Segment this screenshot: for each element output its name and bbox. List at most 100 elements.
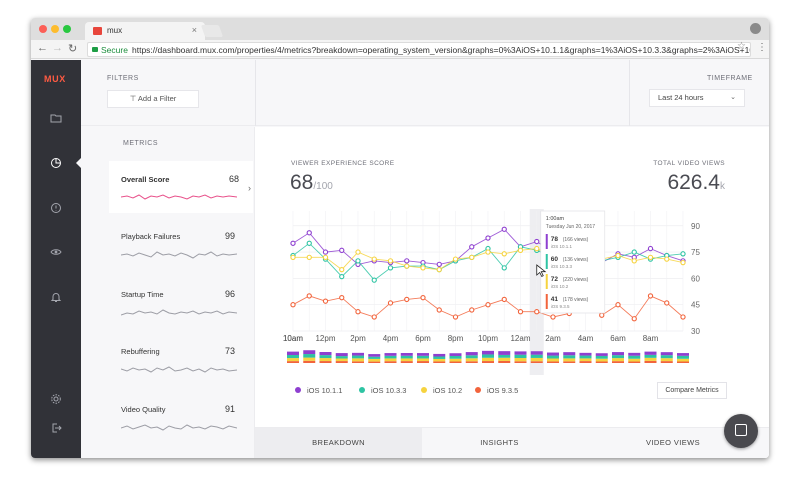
volume-bar-segment (498, 357, 511, 361)
tab-title: mux (107, 26, 123, 35)
data-point (485, 235, 491, 241)
data-point (404, 258, 410, 264)
sparkline (121, 251, 237, 259)
url-bar[interactable]: Secure https://dashboard.mux.com/propert… (87, 42, 751, 57)
chevron-down-icon: ⌄ (730, 94, 736, 101)
data-point (664, 256, 670, 262)
volume-bar-segment (644, 360, 657, 363)
back-icon[interactable]: ← (37, 42, 48, 54)
volume-bar-segment (433, 361, 446, 363)
data-point (306, 293, 312, 299)
x-tick-label: 10pm (478, 334, 498, 343)
volume-bar-segment (368, 354, 381, 357)
volume-bar-segment (368, 361, 381, 363)
bookmark-star-icon[interactable]: ☆ (737, 41, 746, 52)
metric-startup-time[interactable]: Startup Time 96 (109, 276, 249, 328)
new-tab-button[interactable] (200, 25, 224, 37)
legend-item[interactable]: iOS 10.3.3 (359, 386, 406, 395)
data-point (355, 309, 361, 315)
data-point (647, 293, 654, 299)
tab-insights[interactable]: INSIGHTS (480, 438, 519, 447)
data-point (664, 300, 670, 306)
volume-bar-segment (579, 352, 592, 356)
settings-gear-icon[interactable] (50, 393, 62, 405)
compare-metrics-button[interactable]: Compare Metrics (657, 382, 727, 399)
y-tick-label: 30 (691, 327, 700, 336)
metric-video-quality[interactable]: Video Quality 91 (109, 391, 249, 443)
url-text: https://dashboard.mux.com/properties/4/m… (132, 45, 751, 55)
data-point (339, 273, 345, 280)
data-point (680, 314, 686, 320)
logout-icon[interactable] (50, 422, 62, 434)
volume-bar-segment (449, 358, 462, 362)
tab-video-views[interactable]: VIDEO VIEWS (646, 438, 700, 447)
close-window-button[interactable] (39, 25, 47, 33)
browser-menu-icon[interactable]: ⋮ (757, 42, 767, 53)
chat-support-button[interactable] (724, 414, 758, 448)
data-point (355, 249, 361, 255)
y-tick-label: 75 (691, 248, 700, 257)
data-point (290, 302, 296, 308)
metric-overall-score[interactable]: Overall Score 68 › (109, 161, 253, 213)
eye-icon[interactable] (50, 246, 62, 258)
volume-bar-segment (514, 358, 527, 362)
folder-icon[interactable] (50, 112, 62, 124)
metrics-pie-icon[interactable] (50, 157, 62, 169)
x-tick-label: 8am (643, 334, 659, 343)
profile-icon[interactable] (750, 23, 761, 34)
legend-label: iOS 10.2 (433, 386, 463, 395)
volume-bar-segment (579, 361, 592, 363)
tab-close-icon[interactable]: × (191, 25, 197, 35)
data-point (469, 244, 475, 250)
x-tick-label: 12am (510, 334, 530, 343)
forward-icon[interactable]: → (52, 42, 63, 54)
metric-name: Overall Score (121, 175, 170, 184)
timeframe-select[interactable]: Last 24 hours ⌄ (649, 89, 745, 107)
tooltip-views: (136 views) (563, 257, 589, 263)
data-point (534, 238, 540, 245)
data-point (534, 245, 540, 252)
tooltip-series-name: iOS 10.1.1 (551, 244, 573, 249)
volume-bar-segment (384, 355, 397, 359)
volume-bar-segment (660, 358, 673, 362)
data-point (452, 314, 459, 320)
minimize-window-button[interactable] (51, 25, 59, 33)
volume-bar-segment (303, 350, 316, 355)
legend-item[interactable]: iOS 9.3.5 (475, 386, 518, 395)
alert-icon[interactable] (50, 202, 62, 214)
score-value: 68 (290, 171, 314, 194)
volume-bar-segment (677, 353, 689, 356)
volume-bar-segment (335, 361, 348, 363)
volume-bar-segment (352, 355, 364, 359)
volume-bar-segment (303, 357, 316, 361)
volume-bar-segment (287, 354, 299, 359)
bell-icon[interactable] (50, 291, 62, 303)
volume-bar-segment (482, 354, 494, 358)
tab-breakdown[interactable]: BREAKDOWN (255, 428, 422, 458)
score-max: /100 (313, 181, 333, 192)
score-line-chart[interactable]: 90 75 60 45 30 10am 12pm 2pm 4pm 6pm 8pm 10pm 12am 2a… (255, 127, 769, 458)
data-point (339, 295, 345, 301)
y-tick-label: 45 (691, 301, 700, 310)
mux-logo[interactable]: MUX (44, 74, 66, 84)
maximize-window-button[interactable] (63, 25, 71, 33)
data-point (615, 302, 621, 308)
legend-item[interactable]: iOS 10.1.1 (295, 386, 342, 395)
x-tick-label: 6am (610, 334, 626, 343)
views-readout: 626.4k (667, 171, 725, 195)
tooltip-views: (166 views) (563, 237, 589, 243)
data-point (339, 266, 345, 273)
metric-rebuffering[interactable]: Rebuffering 73 (109, 333, 249, 385)
legend-item[interactable]: iOS 10.2 (421, 386, 462, 395)
data-point (290, 254, 296, 260)
add-filter-button[interactable]: ⊤ Add a Filter (107, 90, 199, 108)
metric-name: Rebuffering (121, 347, 160, 356)
sparkline (121, 309, 237, 316)
volume-bar-segment (660, 352, 673, 356)
reload-icon[interactable]: ↻ (68, 43, 78, 55)
data-point (452, 256, 459, 262)
metric-playback-failures[interactable]: Playback Failures 99 (109, 218, 249, 270)
browser-tab[interactable]: mux × (85, 22, 205, 40)
volume-bar-segment (352, 361, 364, 363)
